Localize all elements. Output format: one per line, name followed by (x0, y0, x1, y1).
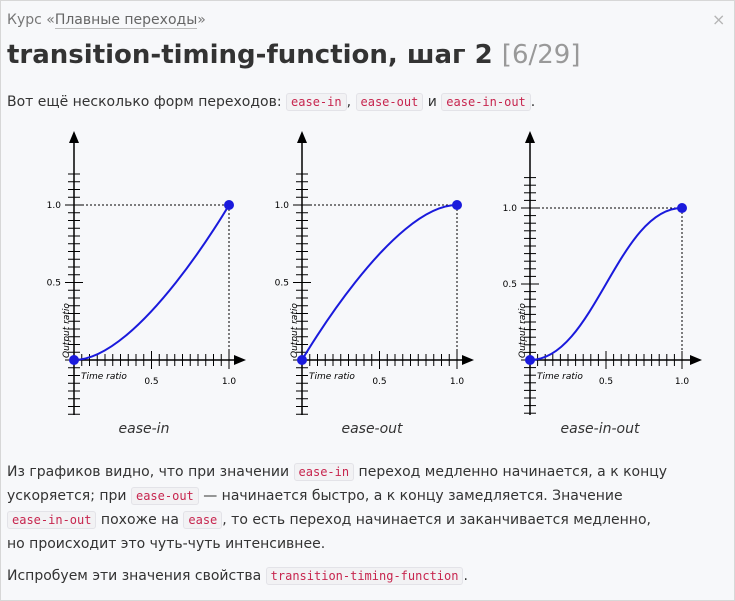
y-axis-label: Output ratio (62, 303, 72, 358)
chart-label-ease-out: ease-out (341, 421, 403, 437)
page-title: transition-timing-function, шаг 2 [6/29] (7, 40, 580, 70)
code-ease: ease (183, 511, 223, 529)
x-axis-arrow (462, 355, 474, 365)
end-point (452, 200, 462, 210)
x-tick-label: 0.5 (599, 377, 613, 387)
breadcrumb: Курс «Плавные переходы» (7, 12, 206, 29)
x-axis-arrow (234, 355, 246, 365)
intro-sep2: и (423, 94, 442, 110)
try-paragraph: Испробуем эти значения свойства transiti… (7, 564, 468, 588)
y-axis-arrow (525, 131, 535, 143)
explanation-text: переход медленно начинается, а к концу (354, 464, 668, 480)
breadcrumb-prefix: Курс « (7, 12, 55, 28)
y-axis-arrow (297, 131, 307, 143)
try-end: . (463, 568, 468, 584)
y-tick-label: 1.0 (275, 201, 290, 211)
x-tick-label: 1.0 (675, 377, 690, 387)
x-tick-label: 1.0 (222, 377, 237, 387)
course-link[interactable]: Плавные переходы (54, 12, 198, 29)
x-tick-label: 1.0 (450, 377, 465, 387)
code-ease-out: ease-out (355, 93, 424, 111)
code-ease-in: ease-in (286, 93, 347, 111)
timing-charts: 0.5 1.0 0.5 1.0 Time ratio Output ratio 0.5 1.0… (47, 131, 702, 415)
try-text: Испробуем эти значения свойства (7, 568, 266, 584)
code-ease-out: ease-out (130, 487, 199, 505)
y-axis-label: Output ratio (518, 303, 528, 358)
x-axis-label: Time ratio (81, 372, 127, 382)
code-ease-in-out: ease-in-out (7, 511, 97, 529)
explanation-line-1: Из графиков видно, что при значении ease… (7, 460, 667, 484)
x-axis-label: Time ratio (537, 372, 583, 382)
x-axis-label: Time ratio (309, 372, 355, 382)
end-point (677, 203, 687, 213)
code-transition-timing-function: transition-timing-function (265, 567, 464, 585)
start-point (69, 355, 79, 365)
step-counter: [6/29] (501, 40, 581, 70)
y-axis-arrow (69, 131, 79, 143)
explanation-text: — начинается быстро, а к концу замедляет… (198, 488, 623, 504)
x-axis-arrow (690, 355, 702, 365)
intro-sep1: , (346, 94, 352, 110)
y-tick-label: 1.0 (503, 204, 518, 214)
start-point (297, 355, 307, 365)
code-ease-in-out: ease-in-out (441, 93, 531, 111)
y-tick-label: 1.0 (47, 201, 62, 211)
start-point (525, 355, 535, 365)
explanation-line-3: ease-in-out похоже на ease, то есть пере… (7, 508, 651, 532)
explanation-text: , то есть переход начинается и заканчива… (222, 512, 651, 528)
series-line-ease-out (301, 204, 458, 361)
y-tick-label: 0.5 (47, 279, 61, 289)
explanation-line-4: но происходит это чуть-чуть интенсивнее. (7, 536, 326, 552)
y-axis-label: Output ratio (290, 303, 300, 358)
explanation-text: Из графиков видно, что при значении (7, 464, 294, 480)
breadcrumb-suffix: » (197, 12, 206, 28)
intro-end: . (530, 94, 536, 110)
title-main: transition-timing-function, шаг 2 (7, 40, 493, 70)
explanation-text: похоже на (96, 512, 184, 528)
x-tick-label: 0.5 (144, 377, 158, 387)
x-tick-label: 0.5 (372, 377, 386, 387)
y-tick-label: 0.5 (503, 280, 517, 290)
close-icon[interactable]: × (712, 10, 726, 29)
intro-paragraph: Вот ещё несколько форм переходов: ease-i… (7, 90, 535, 114)
code-ease-in: ease-in (293, 463, 355, 481)
series-line-ease-in-out (529, 207, 683, 361)
end-point (224, 200, 234, 210)
explanation-text: ускоряется; при (7, 488, 131, 504)
chart-label-ease-in-out: ease-in-out (560, 421, 640, 437)
chart-label-ease-in: ease-in (118, 421, 170, 437)
intro-text: Вот ещё несколько форм переходов: (7, 94, 287, 110)
explanation-line-2: ускоряется; при ease-out — начинается бы… (7, 484, 623, 508)
y-tick-label: 0.5 (275, 279, 289, 289)
series-line-ease-in (73, 204, 230, 361)
